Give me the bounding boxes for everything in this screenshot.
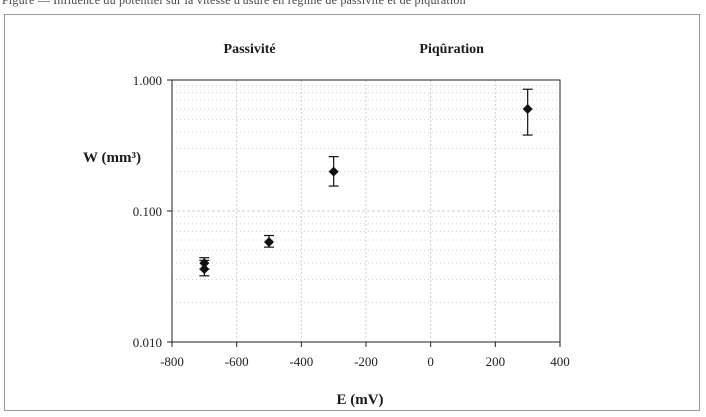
diamond-marker	[199, 258, 210, 269]
x-tick-label: -600	[225, 354, 249, 369]
data-point	[328, 156, 339, 187]
diamond-marker	[264, 236, 274, 247]
region-label-piquration: Piqûration	[419, 42, 484, 57]
figure-caption: Figure — Influence du potentiel sur la v…	[0, 0, 706, 10]
x-tick-label: -200	[354, 354, 378, 369]
x-tick-label: -800	[160, 354, 184, 369]
data-point	[522, 88, 533, 136]
x-tick-label: 400	[550, 354, 570, 369]
data-point	[199, 257, 210, 270]
y-axis-label: W (mm³)	[83, 150, 141, 166]
y-tick-label: 0.100	[133, 204, 162, 219]
figure-caption-text: Figure — Influence du potentiel sur la v…	[2, 0, 466, 7]
region-label-passivite: Passivité	[224, 42, 276, 57]
tick-layer: -800 -600 -400 -200 0 200 400 0.010 0.100 1.000	[133, 73, 570, 369]
y-tick-label: 1.000	[133, 73, 162, 88]
y-tick-label: 0.010	[133, 335, 162, 350]
x-tick-label: 200	[486, 354, 506, 369]
x-axis-label: E (mV)	[336, 392, 383, 408]
data-points	[199, 88, 533, 277]
plot-area	[171, 79, 561, 343]
x-tick-label: -400	[289, 354, 313, 369]
x-tick-label: 0	[427, 354, 434, 369]
grid-layer	[172, 80, 560, 342]
data-point	[264, 234, 274, 248]
diamond-marker	[522, 104, 533, 115]
diamond-marker	[328, 166, 339, 177]
